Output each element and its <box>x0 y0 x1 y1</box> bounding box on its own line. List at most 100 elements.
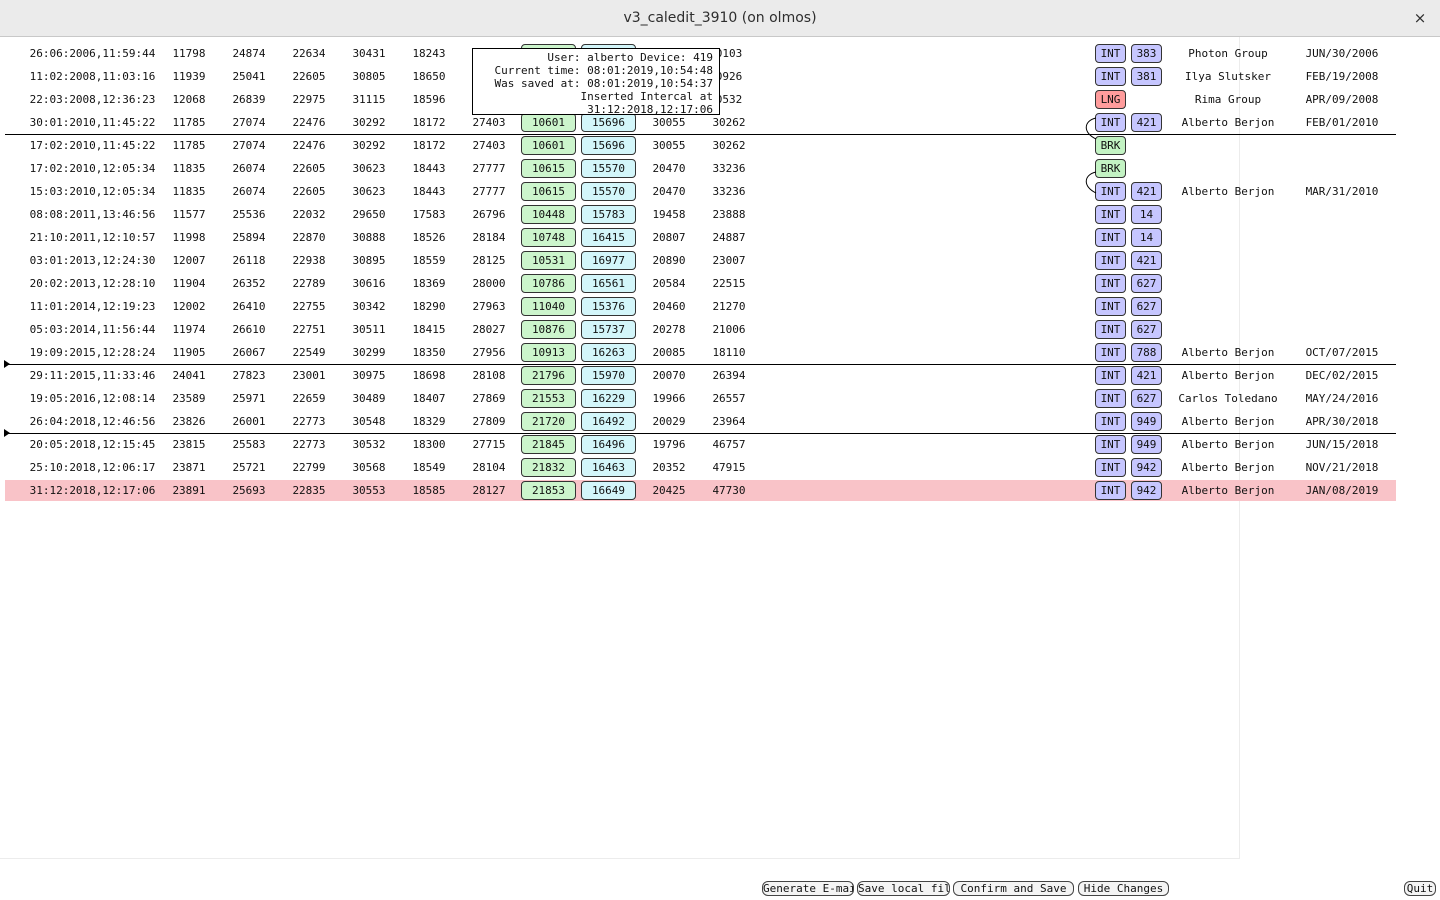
row-value-5: 18329 <box>412 415 446 428</box>
row-timestamp: 08:08:2011,13:46:56 <box>29 208 156 221</box>
row-value-box-green[interactable]: 21845 <box>521 435 576 454</box>
close-icon[interactable]: × <box>1413 9 1427 27</box>
row-type-tag[interactable]: INT <box>1095 435 1126 454</box>
row-type-tag[interactable]: INT <box>1095 228 1126 247</box>
row-value-box-green[interactable]: 21553 <box>521 389 576 408</box>
row-type-tag[interactable]: INT <box>1095 343 1126 362</box>
row-value-box-green[interactable]: 10786 <box>521 274 576 293</box>
row-type-tag[interactable]: INT <box>1095 389 1126 408</box>
row-value-box-cyan[interactable]: 16229 <box>581 389 636 408</box>
row-cal-date: DEC/02/2015 <box>1305 369 1379 382</box>
row-device-tag[interactable]: 949 <box>1131 435 1162 454</box>
quit-button[interactable]: Quit <box>1404 881 1436 896</box>
row-device-tag[interactable]: 14 <box>1131 205 1162 224</box>
row-value-box-green[interactable]: 10448 <box>521 205 576 224</box>
row-device-tag[interactable]: 421 <box>1131 113 1162 132</box>
row-value-box-cyan[interactable]: 15737 <box>581 320 636 339</box>
table-row[interactable]: 11:01:2014,12:19:23 12002 26410 22755 30342 1… <box>5 296 1396 317</box>
row-device-tag[interactable]: 788 <box>1131 343 1162 362</box>
generate-email-button[interactable]: Generate E-mail <box>762 881 854 896</box>
table-row[interactable]: 17:02:2010,12:05:34 11835 26074 22605 30623 1… <box>5 158 1396 179</box>
row-value-8: 23888 <box>712 208 746 221</box>
table-row[interactable]: 26:04:2018,12:46:56 23826 26001 22773 30548 1… <box>5 411 1396 432</box>
row-value-box-green[interactable]: 10601 <box>521 136 576 155</box>
table-row[interactable]: 21:10:2011,12:10:57 11998 25894 22870 30888 1… <box>5 227 1396 248</box>
row-type-tag[interactable]: INT <box>1095 274 1126 293</box>
row-value-box-green[interactable]: 10601 <box>521 113 576 132</box>
row-value-box-green[interactable]: 21796 <box>521 366 576 385</box>
row-value-box-cyan[interactable]: 16492 <box>581 412 636 431</box>
table-row[interactable]: 08:08:2011,13:46:56 11577 25536 22032 29650 1… <box>5 204 1396 225</box>
table-row[interactable]: 30:01:2010,11:45:22 11785 27074 22476 30292 1… <box>5 112 1396 133</box>
table-row[interactable]: 25:10:2018,12:06:17 23871 25721 22799 30568 1… <box>5 457 1396 478</box>
row-device-tag[interactable]: 421 <box>1131 366 1162 385</box>
row-device-tag[interactable]: 942 <box>1131 481 1162 500</box>
row-value-box-green[interactable]: 21720 <box>521 412 576 431</box>
row-device-tag[interactable]: 421 <box>1131 251 1162 270</box>
row-value-box-cyan[interactable]: 16463 <box>581 458 636 477</box>
row-device-tag[interactable]: 627 <box>1131 389 1162 408</box>
row-value-4: 30292 <box>352 139 386 152</box>
row-value-box-green[interactable]: 10531 <box>521 251 576 270</box>
row-type-tag[interactable]: INT <box>1095 44 1126 63</box>
row-type-tag[interactable]: INT <box>1095 458 1126 477</box>
row-type-tag[interactable]: INT <box>1095 412 1126 431</box>
row-value-box-cyan[interactable]: 15570 <box>581 159 636 178</box>
row-type-tag[interactable]: INT <box>1095 67 1126 86</box>
table-row[interactable]: 31:12:2018,12:17:06 23891 25693 22835 30553 1… <box>5 480 1396 501</box>
row-value-box-green[interactable]: 21853 <box>521 481 576 500</box>
row-value-box-cyan[interactable]: 15376 <box>581 297 636 316</box>
table-row[interactable]: 19:09:2015,12:28:24 11905 26067 22549 30299 1… <box>5 342 1396 363</box>
row-value-box-cyan[interactable]: 15783 <box>581 205 636 224</box>
row-value-box-green[interactable]: 10615 <box>521 159 576 178</box>
row-device-tag[interactable]: 949 <box>1131 412 1162 431</box>
table-row[interactable]: 20:02:2013,12:28:10 11904 26352 22789 30616 1… <box>5 273 1396 294</box>
row-device-tag[interactable]: 383 <box>1131 44 1162 63</box>
row-device-tag[interactable]: 627 <box>1131 320 1162 339</box>
row-value-box-cyan[interactable]: 16496 <box>581 435 636 454</box>
row-type-tag[interactable]: LNG <box>1095 90 1126 109</box>
row-value-box-green[interactable]: 21832 <box>521 458 576 477</box>
table-row[interactable]: 20:05:2018,12:15:45 23815 25583 22773 30532 1… <box>5 434 1396 455</box>
row-device-tag[interactable]: 14 <box>1131 228 1162 247</box>
row-device-tag[interactable]: 627 <box>1131 274 1162 293</box>
row-value-box-cyan[interactable]: 15970 <box>581 366 636 385</box>
row-type-tag[interactable]: BRK <box>1095 159 1126 178</box>
table-row[interactable]: 05:03:2014,11:56:44 11974 26610 22751 30511 1… <box>5 319 1396 340</box>
row-type-tag[interactable]: INT <box>1095 320 1126 339</box>
row-device-tag[interactable]: 942 <box>1131 458 1162 477</box>
table-row[interactable]: 29:11:2015,11:33:46 24041 27823 23001 30975 1… <box>5 365 1396 386</box>
row-device-tag[interactable]: 627 <box>1131 297 1162 316</box>
row-type-tag[interactable]: INT <box>1095 113 1126 132</box>
row-value-box-cyan[interactable]: 15696 <box>581 136 636 155</box>
row-device-tag[interactable]: 381 <box>1131 67 1162 86</box>
row-type-tag[interactable]: INT <box>1095 182 1126 201</box>
row-value-box-cyan[interactable]: 16977 <box>581 251 636 270</box>
row-value-box-cyan[interactable]: 15570 <box>581 182 636 201</box>
hide-changes-button[interactable]: Hide Changes <box>1078 881 1169 896</box>
row-type-tag[interactable]: INT <box>1095 366 1126 385</box>
row-type-tag[interactable]: INT <box>1095 205 1126 224</box>
row-value-box-cyan[interactable]: 16561 <box>581 274 636 293</box>
confirm-and-save-button[interactable]: Confirm and Save <box>953 881 1074 896</box>
row-value-box-cyan[interactable]: 15696 <box>581 113 636 132</box>
row-value-box-cyan[interactable]: 16415 <box>581 228 636 247</box>
table-row[interactable]: 03:01:2013,12:24:30 12007 26118 22938 30895 1… <box>5 250 1396 271</box>
row-type-tag[interactable]: INT <box>1095 481 1126 500</box>
row-value-5: 18415 <box>412 323 446 336</box>
row-value-box-green[interactable]: 10913 <box>521 343 576 362</box>
row-value-box-green[interactable]: 11040 <box>521 297 576 316</box>
row-type-tag[interactable]: BRK <box>1095 136 1126 155</box>
row-value-box-cyan[interactable]: 16649 <box>581 481 636 500</box>
row-value-box-green[interactable]: 10615 <box>521 182 576 201</box>
save-local-file-button[interactable]: Save local file <box>857 881 950 896</box>
row-device-tag[interactable]: 421 <box>1131 182 1162 201</box>
row-type-tag[interactable]: INT <box>1095 251 1126 270</box>
row-value-box-green[interactable]: 10748 <box>521 228 576 247</box>
table-row[interactable]: 19:05:2016,12:08:14 23589 25971 22659 30489 1… <box>5 388 1396 409</box>
row-value-box-green[interactable]: 10876 <box>521 320 576 339</box>
table-row[interactable]: 17:02:2010,11:45:22 11785 27074 22476 30292 1… <box>5 135 1396 156</box>
row-value-box-cyan[interactable]: 16263 <box>581 343 636 362</box>
row-type-tag[interactable]: INT <box>1095 297 1126 316</box>
table-row[interactable]: 15:03:2010,12:05:34 11835 26074 22605 30623 1… <box>5 181 1396 202</box>
